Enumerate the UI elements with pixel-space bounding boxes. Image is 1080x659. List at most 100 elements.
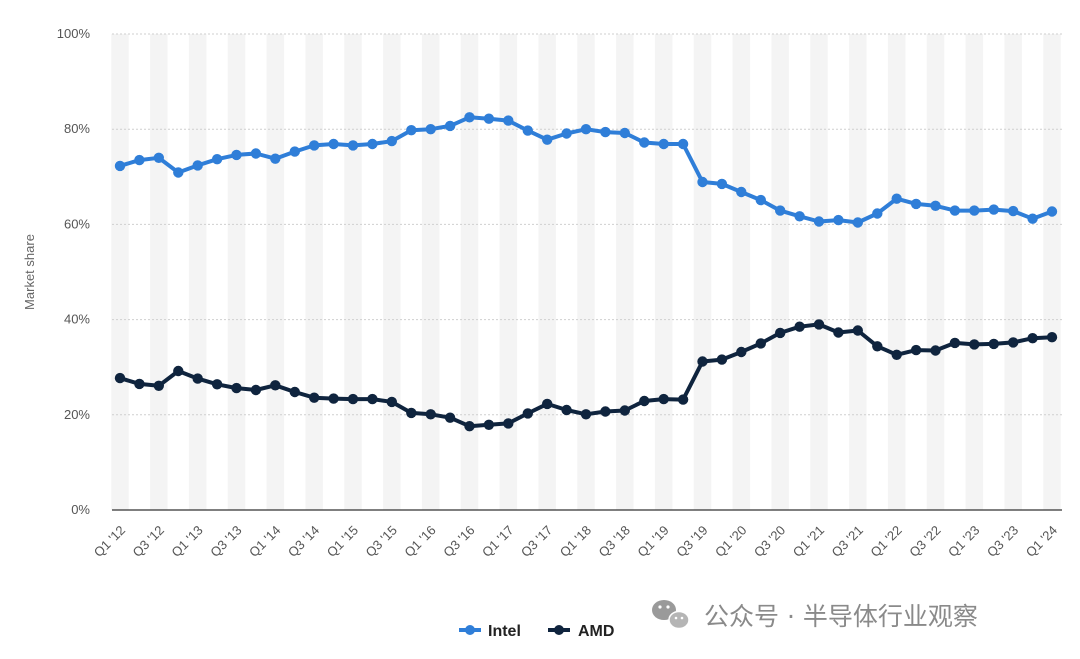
data-point-intel[interactable] bbox=[988, 204, 999, 215]
data-point-intel[interactable] bbox=[231, 149, 242, 161]
data-point-amd[interactable] bbox=[639, 395, 650, 407]
data-point-intel[interactable] bbox=[697, 176, 708, 188]
data-point-amd[interactable] bbox=[211, 379, 223, 390]
data-point-amd[interactable] bbox=[619, 405, 630, 416]
data-point-amd[interactable] bbox=[464, 421, 475, 432]
data-point-amd[interactable] bbox=[988, 338, 999, 350]
data-point-intel[interactable] bbox=[658, 138, 669, 150]
data-point-amd[interactable] bbox=[872, 341, 883, 352]
data-point-intel[interactable] bbox=[716, 178, 728, 190]
data-point-amd[interactable] bbox=[910, 344, 922, 356]
data-point-intel[interactable] bbox=[600, 126, 611, 138]
data-point-amd[interactable] bbox=[580, 409, 592, 420]
data-point-intel[interactable] bbox=[173, 167, 184, 178]
data-point-amd[interactable] bbox=[153, 380, 164, 391]
data-point-amd[interactable] bbox=[658, 393, 669, 405]
data-point-amd[interactable] bbox=[1027, 333, 1038, 344]
data-point-amd[interactable] bbox=[367, 393, 378, 405]
data-point-amd[interactable] bbox=[716, 354, 728, 365]
data-point-intel[interactable] bbox=[347, 140, 359, 151]
data-point-intel[interactable] bbox=[910, 198, 922, 210]
data-point-intel[interactable] bbox=[775, 205, 786, 216]
data-point-intel[interactable] bbox=[969, 205, 980, 216]
data-point-amd[interactable] bbox=[775, 327, 786, 339]
data-point-intel[interactable] bbox=[483, 113, 495, 124]
data-point-intel[interactable] bbox=[425, 124, 436, 135]
data-point-intel[interactable] bbox=[542, 134, 553, 145]
data-point-intel[interactable] bbox=[522, 125, 533, 136]
data-point-intel[interactable] bbox=[949, 205, 961, 216]
data-point-intel[interactable] bbox=[270, 153, 281, 164]
data-point-intel[interactable] bbox=[153, 152, 164, 163]
data-point-amd[interactable] bbox=[309, 392, 320, 403]
data-point-amd[interactable] bbox=[697, 356, 708, 367]
data-point-amd[interactable] bbox=[250, 384, 262, 396]
data-point-amd[interactable] bbox=[755, 338, 766, 349]
data-point-amd[interactable] bbox=[347, 393, 359, 405]
data-point-intel[interactable] bbox=[134, 154, 145, 166]
legend-item-amd[interactable]: AMD bbox=[548, 623, 614, 640]
data-point-intel[interactable] bbox=[872, 208, 883, 219]
data-point-amd[interactable] bbox=[328, 393, 339, 404]
data-point-amd[interactable] bbox=[930, 345, 941, 356]
data-point-amd[interactable] bbox=[542, 398, 553, 410]
data-point-amd[interactable] bbox=[736, 346, 747, 358]
data-point-intel[interactable] bbox=[192, 160, 203, 171]
data-point-intel[interactable] bbox=[755, 194, 766, 206]
data-point-intel[interactable] bbox=[289, 146, 300, 157]
data-point-amd[interactable] bbox=[852, 325, 863, 336]
data-point-intel[interactable] bbox=[677, 138, 689, 150]
data-point-intel[interactable] bbox=[736, 186, 747, 198]
data-point-intel[interactable] bbox=[1046, 206, 1058, 217]
data-point-intel[interactable] bbox=[561, 128, 572, 139]
data-point-amd[interactable] bbox=[833, 327, 844, 338]
data-point-intel[interactable] bbox=[367, 138, 378, 150]
data-point-amd[interactable] bbox=[1046, 332, 1058, 343]
data-point-intel[interactable] bbox=[211, 154, 223, 165]
data-point-amd[interactable] bbox=[522, 408, 533, 419]
data-point-amd[interactable] bbox=[386, 396, 397, 408]
data-point-amd[interactable] bbox=[949, 337, 961, 349]
data-point-intel[interactable] bbox=[386, 135, 397, 147]
legend-item-intel[interactable]: Intel bbox=[459, 623, 521, 640]
data-point-intel[interactable] bbox=[1008, 205, 1019, 217]
data-point-intel[interactable] bbox=[406, 125, 417, 136]
data-point-intel[interactable] bbox=[813, 216, 825, 227]
data-point-amd[interactable] bbox=[483, 419, 495, 430]
data-point-amd[interactable] bbox=[794, 321, 805, 332]
data-point-intel[interactable] bbox=[891, 193, 902, 204]
data-point-intel[interactable] bbox=[833, 214, 844, 226]
data-point-amd[interactable] bbox=[444, 412, 456, 423]
data-point-intel[interactable] bbox=[619, 127, 630, 139]
data-point-amd[interactable] bbox=[231, 382, 242, 394]
data-point-amd[interactable] bbox=[270, 380, 281, 391]
data-point-intel[interactable] bbox=[328, 138, 339, 150]
data-point-intel[interactable] bbox=[580, 124, 592, 135]
data-point-intel[interactable] bbox=[1027, 213, 1038, 224]
data-point-amd[interactable] bbox=[561, 404, 572, 416]
data-point-amd[interactable] bbox=[891, 349, 902, 360]
data-point-amd[interactable] bbox=[406, 407, 417, 419]
data-point-amd[interactable] bbox=[600, 406, 611, 417]
data-point-intel[interactable] bbox=[852, 217, 863, 228]
data-point-intel[interactable] bbox=[794, 211, 805, 222]
data-point-amd[interactable] bbox=[173, 365, 184, 377]
data-point-intel[interactable] bbox=[930, 200, 941, 211]
data-point-amd[interactable] bbox=[969, 339, 980, 350]
data-point-intel[interactable] bbox=[639, 137, 650, 148]
data-point-amd[interactable] bbox=[503, 418, 514, 429]
data-point-intel[interactable] bbox=[503, 115, 514, 126]
data-point-amd[interactable] bbox=[192, 373, 203, 384]
data-point-amd[interactable] bbox=[1008, 337, 1019, 348]
data-point-amd[interactable] bbox=[289, 386, 300, 398]
data-point-intel[interactable] bbox=[444, 120, 456, 132]
data-point-amd[interactable] bbox=[114, 372, 126, 384]
data-point-intel[interactable] bbox=[464, 112, 475, 123]
data-point-amd[interactable] bbox=[134, 378, 145, 390]
data-point-intel[interactable] bbox=[114, 160, 126, 172]
data-point-amd[interactable] bbox=[677, 394, 689, 405]
data-point-intel[interactable] bbox=[250, 148, 262, 159]
data-point-intel[interactable] bbox=[309, 140, 320, 151]
data-point-amd[interactable] bbox=[425, 409, 436, 420]
data-point-amd[interactable] bbox=[813, 319, 825, 330]
